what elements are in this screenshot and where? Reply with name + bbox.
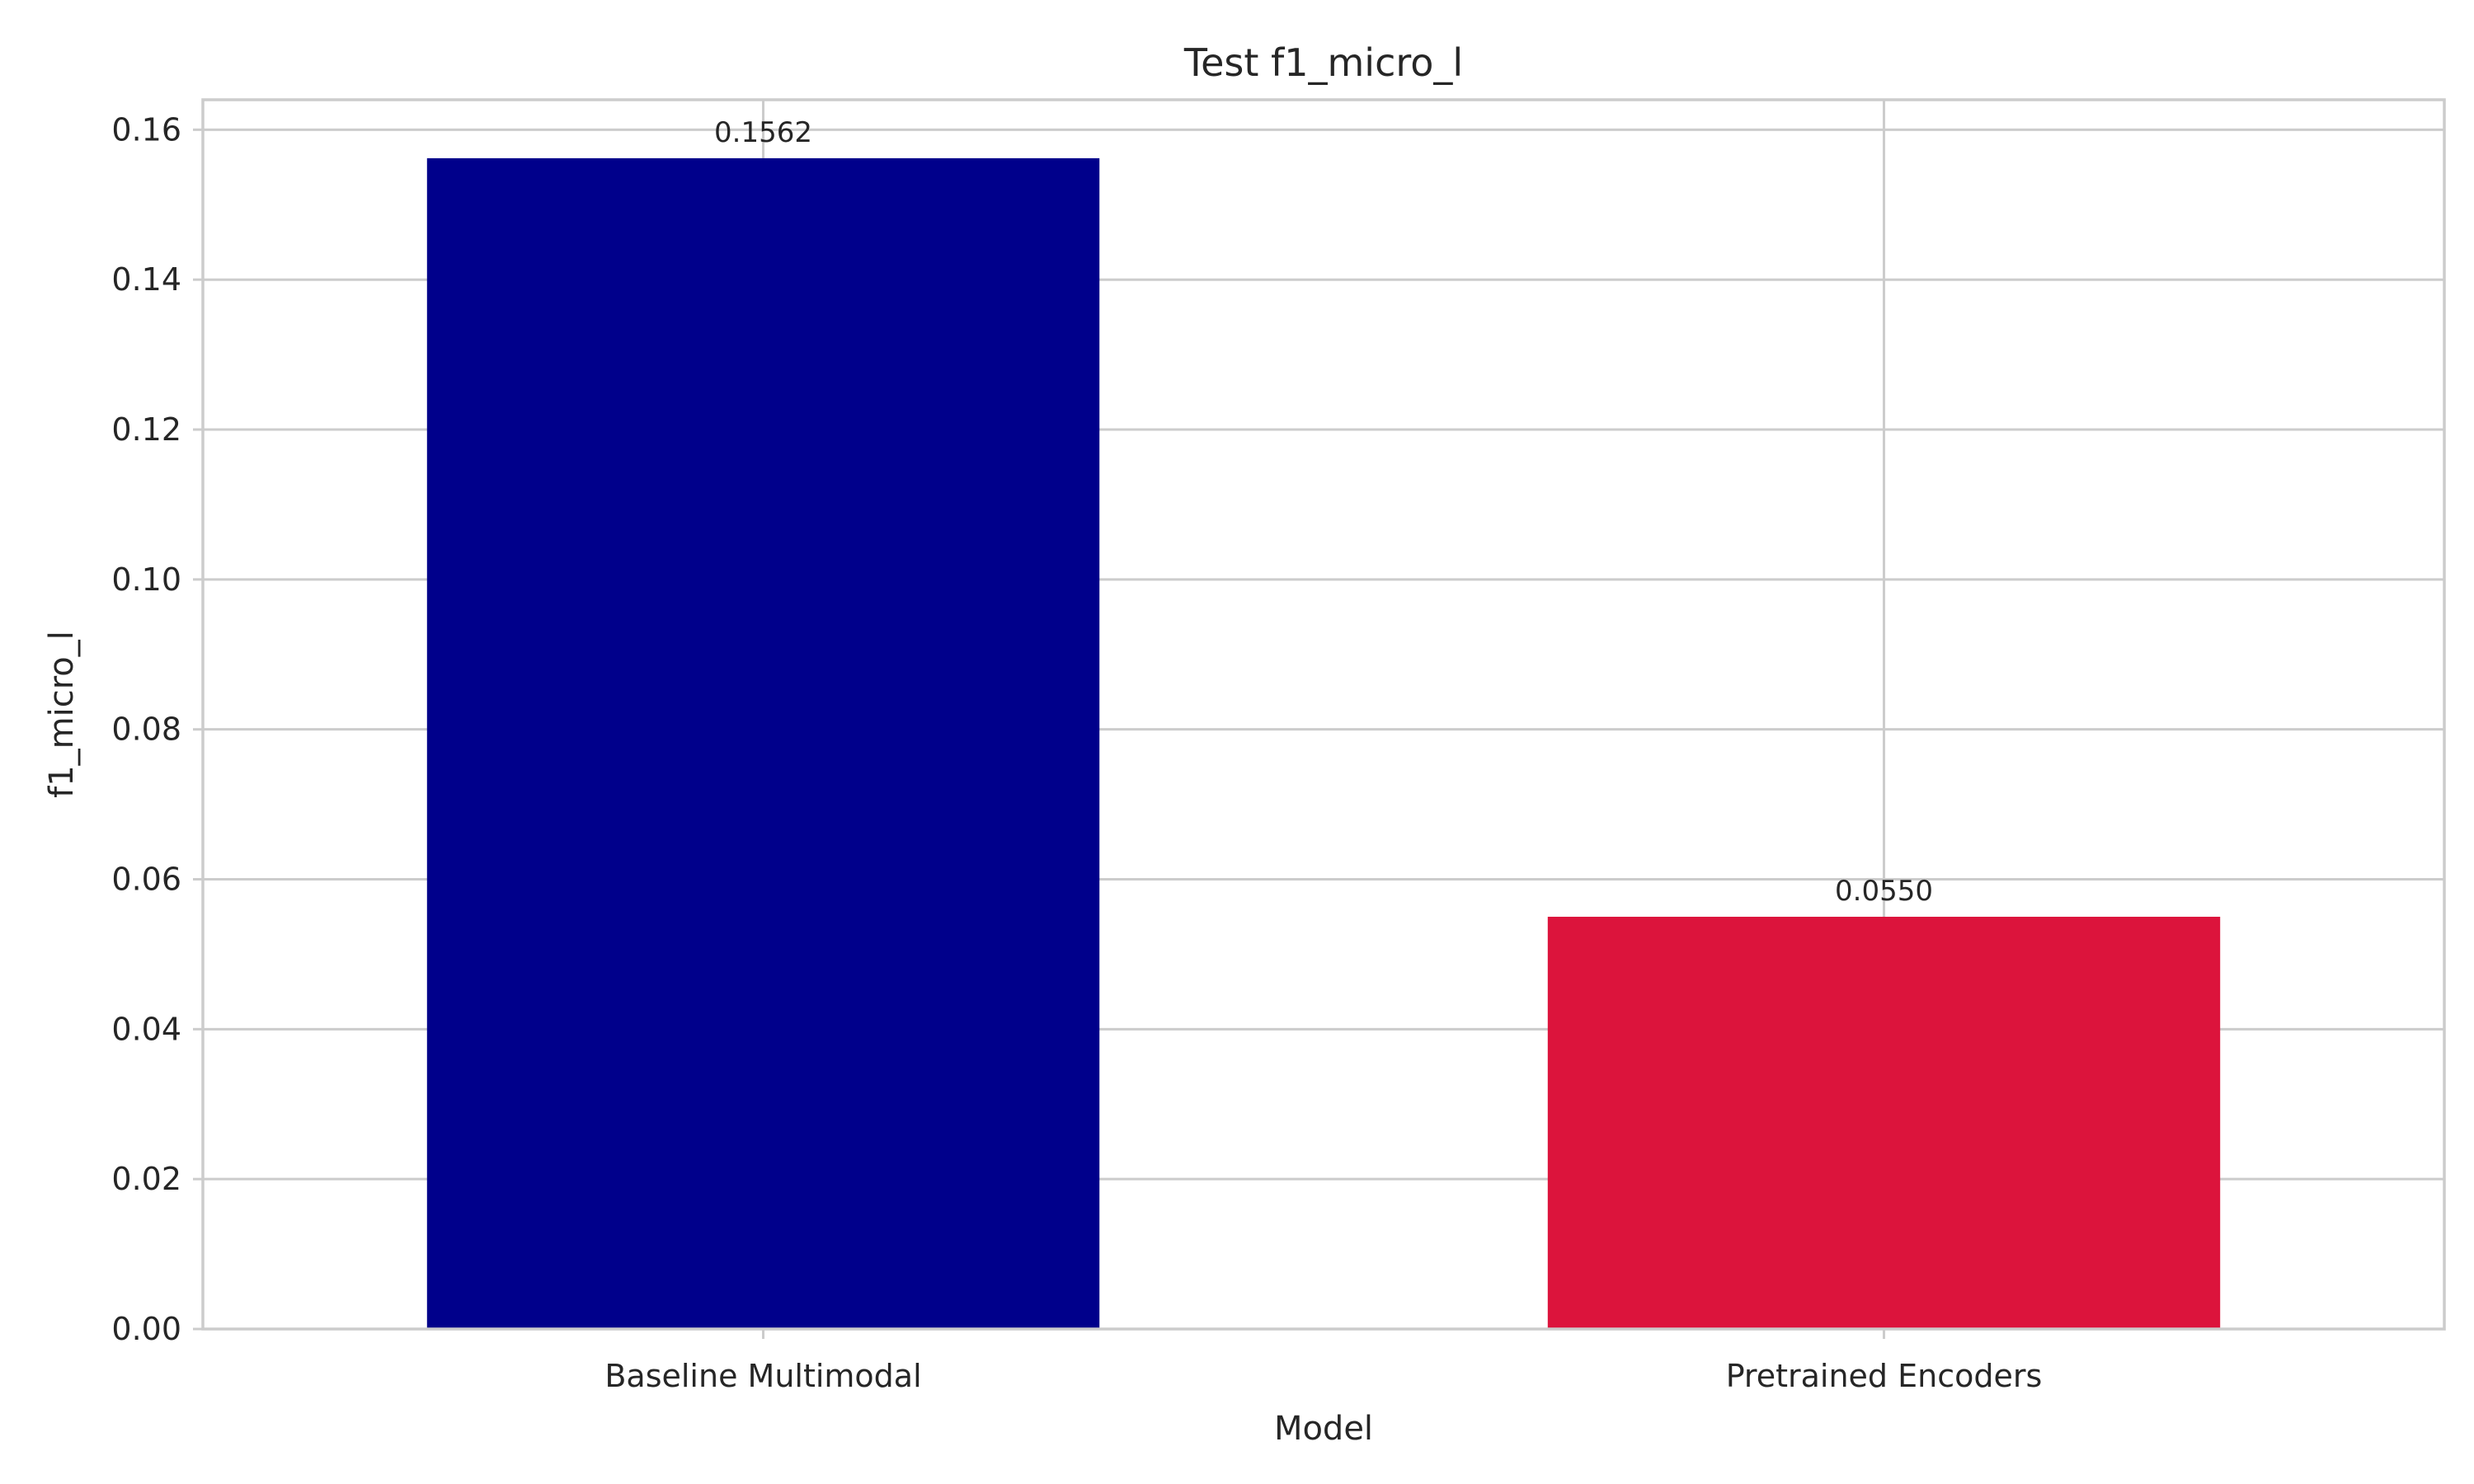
y-tick-label: 0.00 [111, 1311, 181, 1347]
y-tick-label: 0.06 [111, 862, 181, 898]
bar-pretrained-encoders [1547, 916, 2221, 1329]
chart-title: Test f1_micro_l [1183, 40, 1463, 85]
plot-frame [201, 98, 2446, 1331]
y-tick-label: 0.16 [111, 111, 181, 148]
y-tick-label: 0.14 [111, 261, 181, 298]
y-tick-label: 0.04 [111, 1011, 181, 1047]
bar-baseline-multimodal [426, 157, 1100, 1329]
x-axis-ticks: Baseline Multimodal Pretrained Encoders [604, 1329, 2042, 1394]
y-tick-label: 0.10 [111, 561, 181, 598]
y-axis-ticks: 0.00 0.02 0.04 0.06 0.08 0.10 0.12 0.14 0.16 [111, 111, 203, 1347]
y-axis-label: f1_micro_l [43, 631, 81, 798]
y-tick-label: 0.02 [111, 1161, 181, 1197]
x-tick-label: Pretrained Encoders [1726, 1358, 2043, 1394]
bar-value-labels: 0.1562 0.0550 [714, 116, 1933, 908]
x-tick-label: Baseline Multimodal [604, 1358, 921, 1394]
bar-value-label: 0.1562 [714, 116, 812, 149]
x-axis-label: Model [1274, 1410, 1373, 1448]
bar-value-label: 0.0550 [1835, 875, 1933, 908]
y-tick-label: 0.12 [111, 411, 181, 448]
bar-series [426, 157, 2221, 1329]
y-tick-label: 0.08 [111, 711, 181, 748]
